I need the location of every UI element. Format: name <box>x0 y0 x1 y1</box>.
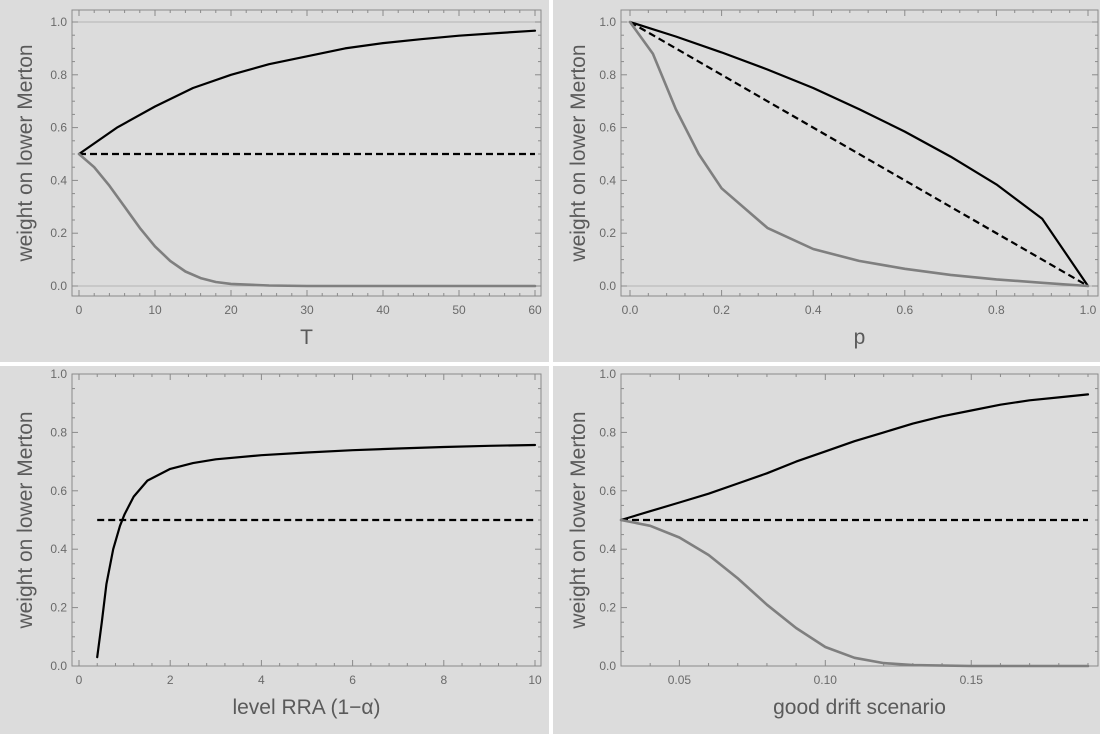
x-axis-label: p <box>854 326 866 349</box>
x-axis-label: good drift scenario <box>773 696 946 719</box>
y-tick-label: 1.0 <box>599 15 616 29</box>
x-tick-label: 20 <box>224 303 238 317</box>
panel-background <box>0 0 549 362</box>
y-tick-label: 0.2 <box>599 601 616 615</box>
panel-background <box>0 366 549 734</box>
y-tick-label: 0.8 <box>599 425 616 439</box>
x-tick-label: 0.15 <box>960 673 984 687</box>
x-tick-label: 0 <box>76 673 83 687</box>
series-line-1 <box>619 393 1090 522</box>
x-tick-label: 1.0 <box>1080 303 1097 317</box>
x-tick-label: 10 <box>148 303 162 317</box>
y-tick-label: 0.8 <box>599 68 616 82</box>
y-tick-label: 1.0 <box>50 15 67 29</box>
x-tick-label: 0.8 <box>988 303 1005 317</box>
x-tick-label: 4 <box>258 673 265 687</box>
panel-background <box>553 0 1100 362</box>
y-tick-label: 0.2 <box>50 226 67 240</box>
x-tick-label: 6 <box>349 673 356 687</box>
y-tick-label: 0.4 <box>599 173 616 187</box>
x-tick-label: 40 <box>376 303 390 317</box>
y-tick-label: 0.8 <box>50 425 67 439</box>
series-line-1 <box>96 443 537 659</box>
y-tick-label: 1.0 <box>599 367 616 381</box>
y-tick-label: 0.4 <box>599 542 616 556</box>
y-tick-label: 0.0 <box>599 279 616 293</box>
series-line-2 <box>629 21 1089 287</box>
y-tick-label: 0.4 <box>50 542 67 556</box>
x-tick-label: 0.0 <box>622 303 639 317</box>
x-tick-label: 2 <box>167 673 174 687</box>
y-tick-label: 0.4 <box>50 173 67 187</box>
y-tick-label: 0.6 <box>599 121 616 135</box>
y-axis-label: weight on lower Merton <box>14 411 37 629</box>
y-tick-label: 0.0 <box>50 659 67 673</box>
x-tick-label: 60 <box>528 303 542 317</box>
y-axis-label: weight on lower Merton <box>14 44 37 262</box>
y-tick-label: 0.6 <box>50 484 67 498</box>
x-tick-label: 0 <box>76 303 83 317</box>
y-axis-label: weight on lower Merton <box>567 411 590 629</box>
x-tick-label: 0.05 <box>668 673 692 687</box>
panel-background <box>553 366 1100 734</box>
chart-panel-2: 0.0 0.2 0.4 0.6 0.8 1.0 0.0 0.2 0.4 0.6 0.8 1.0 p wei… <box>553 0 1100 362</box>
x-tick-label: 30 <box>300 303 314 317</box>
y-tick-label: 0.6 <box>50 121 67 135</box>
plot-frame <box>620 9 1099 297</box>
y-axis-label: weight on lower Merton <box>567 44 590 262</box>
y-tick-label: 0.2 <box>50 601 67 615</box>
y-tick-label: 0.0 <box>50 279 67 293</box>
series-line-1 <box>628 20 1090 288</box>
x-tick-label: 8 <box>440 673 447 687</box>
y-tick-label: 0.8 <box>50 68 67 82</box>
x-axis-label: T <box>300 326 313 349</box>
x-tick-label: 50 <box>452 303 466 317</box>
series-line-3 <box>619 518 1090 668</box>
y-tick-label: 0.2 <box>599 226 616 240</box>
x-tick-label: 0.6 <box>896 303 913 317</box>
series-line-1 <box>77 29 537 156</box>
y-tick-label: 1.0 <box>50 367 67 381</box>
chart-panel-3: 0.0 0.2 0.4 0.6 0.8 1.0 0 2 4 6 8 10 level RRA (1−α)… <box>0 366 549 734</box>
x-tick-label: 0.2 <box>713 303 730 317</box>
series-line-3 <box>628 20 1090 288</box>
chart-panel-4: 0.0 0.2 0.4 0.6 0.8 1.0 0.05 0.10 0.15 good drift… <box>553 366 1100 734</box>
x-tick-label: 0.4 <box>805 303 822 317</box>
x-tick-label: 10 <box>528 673 542 687</box>
x-axis-label: level RRA (1−α) <box>232 696 380 719</box>
y-tick-label: 0.0 <box>599 659 616 673</box>
series-line-3 <box>77 152 537 288</box>
x-tick-label: 0.10 <box>814 673 838 687</box>
y-tick-label: 0.6 <box>599 484 616 498</box>
